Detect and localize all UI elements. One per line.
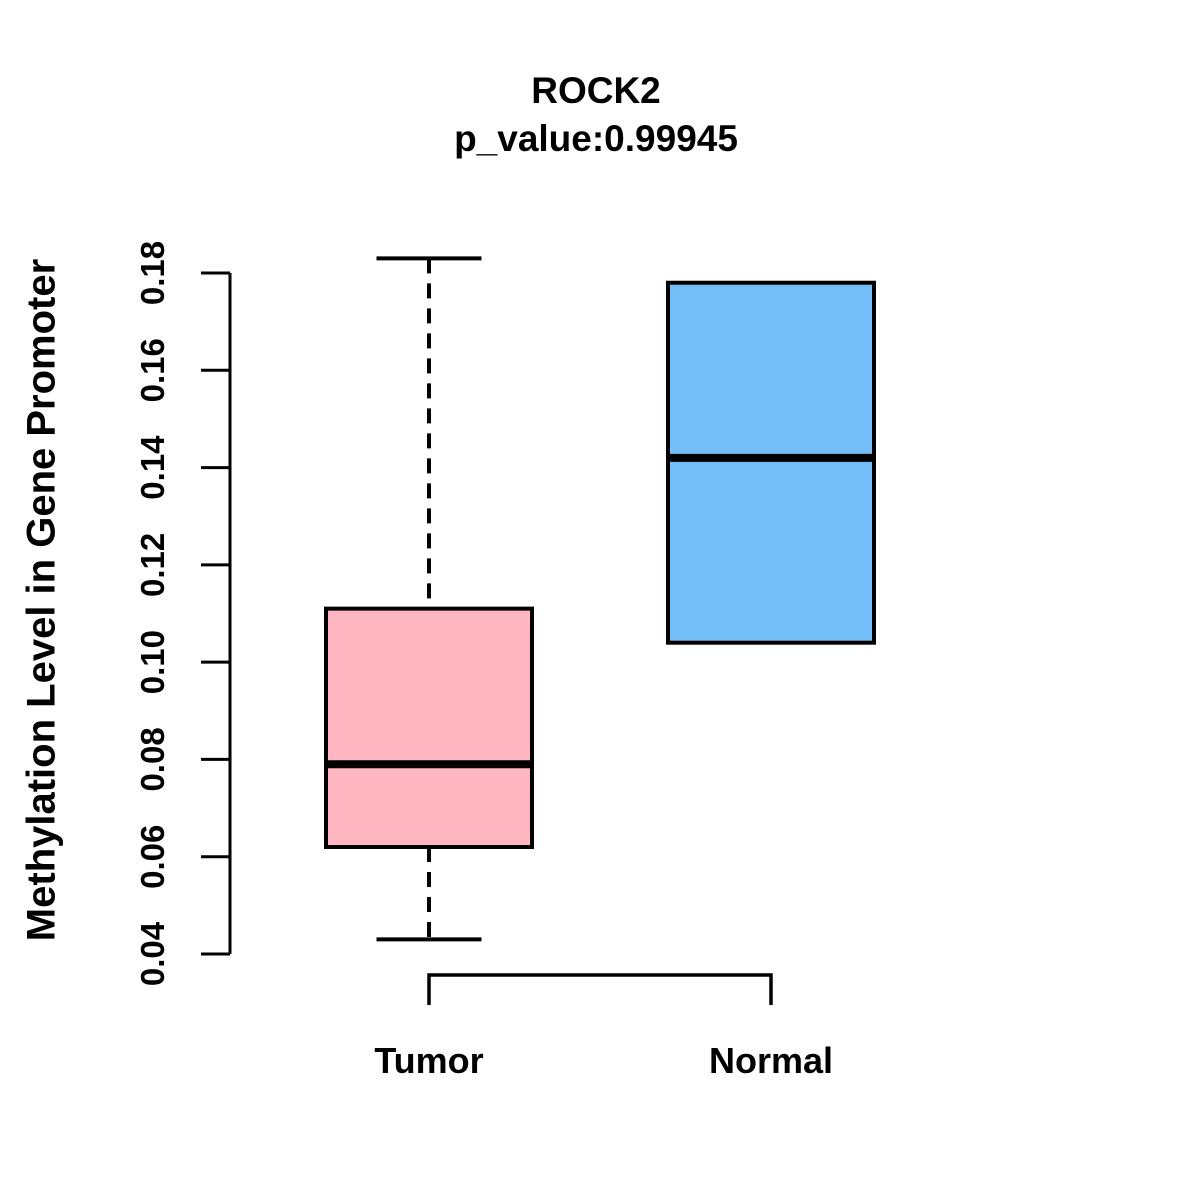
y-axis-tick-label: 0.04 [134,921,171,986]
x-axis-bracket [427,973,773,1005]
box-normal [666,280,876,645]
y-axis-tick-label: 0.12 [134,533,171,597]
x-category-label: Normal [709,1040,833,1081]
y-axis-tick-label: 0.06 [134,825,171,889]
y-axis-tick-label: 0.14 [134,435,171,500]
chart-subtitle: p_value:0.99945 [454,118,738,159]
y-axis-label: Methylation Level in Gene Promoter [19,258,64,942]
x-category-label: Tumor [374,1040,483,1081]
box-tumor [324,606,534,849]
chart-title: ROCK2 [531,70,661,111]
y-axis-tick-label: 0.16 [134,338,171,402]
y-axis-tick-label: 0.18 [134,241,171,305]
y-axis-tick-label: 0.08 [134,727,171,791]
y-axis-tick-label: 0.10 [134,630,171,694]
